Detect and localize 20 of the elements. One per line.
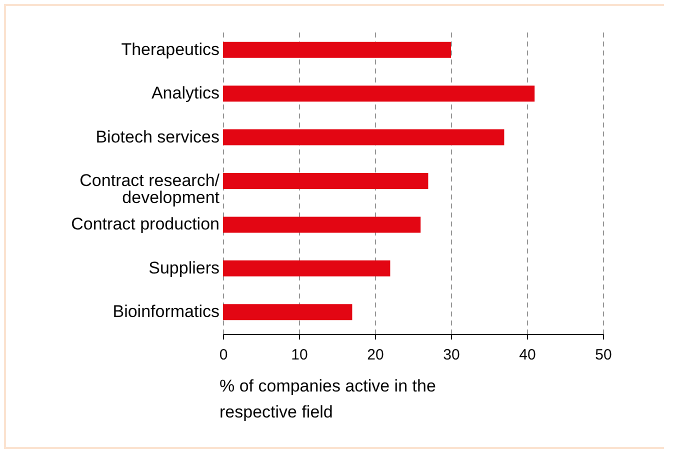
bar <box>223 304 352 320</box>
x-tick-label: 30 <box>443 346 460 364</box>
bar <box>223 216 421 233</box>
x-tick-label: 10 <box>291 346 308 364</box>
y-tick-label: Contract research/ development <box>80 171 220 207</box>
x-axis-title: % of companies active in the respective field <box>220 376 436 422</box>
y-tick-label: Bioinformatics <box>112 302 220 322</box>
y-tick-label: Biotech services <box>96 127 220 146</box>
bar <box>223 86 535 102</box>
x-tick-label: 40 <box>519 346 536 364</box>
bar <box>223 173 428 189</box>
bar <box>223 260 390 276</box>
x-tick-label: 50 <box>595 346 612 364</box>
y-tick-label: Contract production <box>71 214 220 234</box>
y-tick-label: Therapeutics <box>121 40 220 59</box>
x-tick-label: 20 <box>367 346 384 364</box>
y-tick-label: Analytics <box>151 84 220 103</box>
y-tick-label: Suppliers <box>148 258 220 278</box>
x-tick-label: 0 <box>219 346 228 364</box>
bar <box>223 129 504 146</box>
